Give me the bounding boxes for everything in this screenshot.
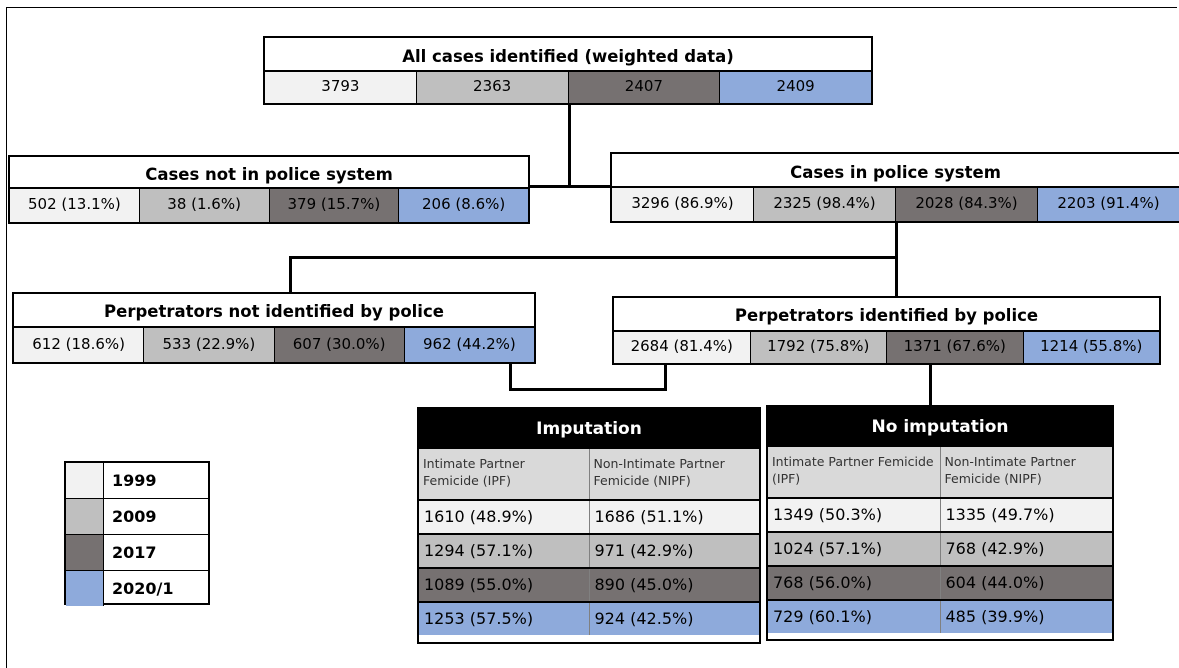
connector-line [289,256,897,259]
perp-identified-box: Perpetrators identified by police 2684 (… [612,296,1161,365]
legend-swatch-2017 [66,535,104,570]
imputation-nipf-2009: 971 (42.9%) [588,535,760,567]
connector-line [929,364,932,406]
legend-label-2020: 2020/1 [112,579,174,598]
table-row: 1610 (48.9%) 1686 (51.1%) [419,499,759,533]
connector-line [289,256,292,294]
all-cases-box: All cases identified (weighted data) 379… [263,36,873,105]
no-imputation-nipf-header: Non-Intimate Partner Femicide (NIPF) [939,447,1113,497]
in-police-title: Cases in police system [790,163,1001,182]
no-imputation-ipf-2017: 768 (56.0%) [773,573,872,592]
legend-row: 2017 [66,534,208,570]
perp-identified-2009: 1792 (75.8%) [750,332,887,363]
not-in-police-2017: 379 (15.7%) [269,189,400,222]
imputation-ipf-1999: 1610 (48.9%) [424,507,534,526]
no-imputation-nipf-2020: 485 (39.9%) [939,601,1113,633]
imputation-nipf-2017: 890 (45.0%) [588,569,760,601]
no-imputation-ipf-header: Intimate Partner Femicide (IPF) [772,454,934,486]
in-police-2009: 2325 (98.4%) [754,188,896,221]
imputation-title: Imputation [419,409,759,449]
connector-line [895,222,898,258]
not-in-police-2020: 206 (8.6%) [399,189,528,222]
imputation-nipf-1999: 1686 (51.1%) [588,501,760,533]
table-row: 1089 (55.0%) 890 (45.0%) [419,567,759,601]
perp-identified-2020: 1214 (55.8%) [1023,332,1159,363]
perp-not-identified-2020: 962 (44.2%) [404,328,534,362]
connector-line [568,104,571,186]
imputation-table: Imputation Intimate Partner Femicide (IP… [417,407,761,644]
not-in-police-title: Cases not in police system [145,165,393,184]
table-row: 1024 (57.1%) 768 (42.9%) [768,531,1112,565]
legend-row: 2009 [66,498,208,534]
table-row: 1253 (57.5%) 924 (42.5%) [419,601,759,635]
legend-swatch-2020 [66,571,104,606]
no-imputation-title: No imputation [768,407,1112,447]
all-cases-1999: 3793 [265,72,417,103]
legend-swatch-2009 [66,499,104,534]
perp-not-identified-box: Perpetrators not identified by police 61… [12,292,536,364]
in-police-2017: 2028 (84.3%) [896,188,1038,221]
table-row: 1349 (50.3%) 1335 (49.7%) [768,497,1112,531]
perp-not-identified-1999: 612 (18.6%) [14,328,145,362]
legend-label-2017: 2017 [112,543,157,562]
legend-row: 2020/1 [66,570,208,606]
imputation-ipf-2017: 1089 (55.0%) [424,575,534,594]
in-police-1999: 3296 (86.9%) [612,188,754,221]
no-imputation-nipf-1999: 1335 (49.7%) [939,499,1113,531]
no-imputation-nipf-2017: 604 (44.0%) [939,567,1113,599]
no-imputation-ipf-2020: 729 (60.1%) [773,607,872,626]
connector-line [664,364,667,390]
legend: 1999 2009 2017 2020/1 [64,461,210,606]
connector-line [895,256,898,297]
perp-not-identified-2009: 533 (22.9%) [144,328,275,362]
all-cases-2020: 2409 [720,72,871,103]
no-imputation-ipf-1999: 1349 (50.3%) [773,505,883,524]
all-cases-2009: 2363 [416,72,569,103]
legend-swatch-1999 [66,463,104,498]
imputation-ipf-2009: 1294 (57.1%) [424,541,534,560]
legend-row: 1999 [66,463,208,498]
perp-not-identified-title: Perpetrators not identified by police [104,302,444,321]
imputation-ipf-2020: 1253 (57.5%) [424,609,534,628]
figure-frame [6,7,1177,668]
connector-line [509,364,512,390]
perp-identified-2017: 1371 (67.6%) [887,332,1024,363]
not-in-police-2009: 38 (1.6%) [139,189,270,222]
imputation-nipf-2020: 924 (42.5%) [588,603,760,635]
in-police-2020: 2203 (91.4%) [1038,188,1179,221]
perp-identified-1999: 2684 (81.4%) [614,332,751,363]
table-row: 768 (56.0%) 604 (44.0%) [768,565,1112,599]
all-cases-2017: 2407 [568,72,721,103]
connector-line [509,388,667,391]
no-imputation-table: No imputation Intimate Partner Femicide … [766,405,1114,641]
table-row: 729 (60.1%) 485 (39.9%) [768,599,1112,633]
perp-not-identified-2017: 607 (30.0%) [274,328,405,362]
all-cases-title: All cases identified (weighted data) [402,47,734,66]
legend-label-1999: 1999 [112,471,157,490]
connector-line [528,185,612,188]
imputation-nipf-header: Non-Intimate Partner Femicide (NIPF) [588,449,760,499]
in-police-box: Cases in police system 3296 (86.9%) 2325… [610,152,1179,223]
imputation-ipf-header: Intimate Partner Femicide (IPF) [423,456,525,488]
table-row: 1294 (57.1%) 971 (42.9%) [419,533,759,567]
not-in-police-1999: 502 (13.1%) [10,189,140,222]
legend-label-2009: 2009 [112,507,157,526]
no-imputation-nipf-2009: 768 (42.9%) [939,533,1113,565]
perp-identified-title: Perpetrators identified by police [734,306,1039,325]
no-imputation-ipf-2009: 1024 (57.1%) [773,539,883,558]
not-in-police-box: Cases not in police system 502 (13.1%) 3… [8,155,530,224]
